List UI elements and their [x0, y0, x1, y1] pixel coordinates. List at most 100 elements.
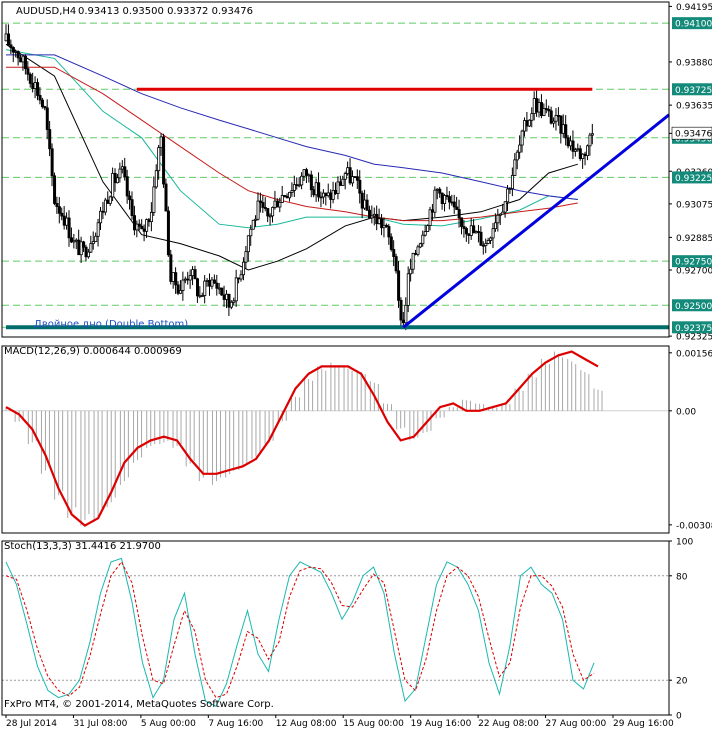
- time-tick-label: 15 Aug 00:00: [343, 719, 404, 729]
- candle-body: [581, 153, 585, 159]
- candle-body: [70, 237, 74, 243]
- candle-body: [152, 186, 156, 213]
- candle: [343, 171, 347, 190]
- candle-body: [84, 246, 88, 258]
- candle: [331, 181, 335, 204]
- candle: [234, 269, 238, 307]
- candle-body: [26, 68, 30, 75]
- panel-frame-0: [1, 1, 670, 338]
- candle-body: [329, 192, 333, 200]
- candle: [370, 205, 374, 224]
- candle: [491, 222, 495, 249]
- candle-body: [176, 284, 180, 294]
- candle: [50, 143, 54, 187]
- candle: [96, 218, 100, 247]
- candle: [28, 72, 32, 88]
- candle: [67, 210, 71, 247]
- candle-body: [142, 228, 146, 232]
- candle: [166, 206, 170, 257]
- candle-body: [590, 133, 594, 136]
- candle: [554, 108, 558, 131]
- candle-body: [532, 98, 536, 114]
- candle: [365, 194, 369, 211]
- candle-body: [55, 203, 59, 208]
- candle-body: [86, 251, 90, 258]
- candle: [164, 178, 168, 212]
- candle-body: [82, 241, 86, 248]
- stoch-tick-label: 100: [676, 538, 693, 548]
- candle: [152, 176, 156, 217]
- candle: [9, 39, 13, 55]
- candle: [149, 202, 153, 232]
- candle-body: [288, 191, 292, 199]
- candle-body: [118, 168, 122, 179]
- candle-body: [428, 209, 432, 226]
- candle-body: [401, 319, 405, 324]
- candle: [462, 220, 466, 238]
- stoch-tick-label: 80: [676, 572, 688, 582]
- candle-body: [392, 249, 396, 257]
- candle-body: [72, 240, 76, 243]
- candle: [140, 219, 144, 230]
- candle: [133, 205, 137, 236]
- current-price-label: 0.93476: [675, 130, 712, 140]
- candle-body: [181, 279, 185, 291]
- candle-body: [154, 170, 158, 188]
- candle-body: [489, 237, 493, 241]
- candle: [181, 271, 185, 301]
- drawn-lines-layer: [6, 87, 670, 330]
- current-price-tag: [671, 126, 712, 140]
- candle: [145, 218, 149, 238]
- candle: [48, 120, 52, 157]
- candle-body: [438, 188, 442, 194]
- candle-body: [108, 196, 112, 204]
- candle-body: [326, 192, 330, 197]
- candle-body: [462, 226, 466, 229]
- candle-body: [53, 175, 57, 204]
- candle: [266, 208, 270, 223]
- candle-body: [9, 44, 13, 48]
- candle: [118, 162, 122, 183]
- candle-body: [266, 208, 270, 217]
- candle: [479, 226, 483, 246]
- candle-body: [147, 219, 151, 223]
- candle: [11, 46, 15, 63]
- candle: [89, 235, 93, 254]
- candle: [244, 245, 248, 269]
- candle-body: [171, 272, 175, 282]
- candle-body: [426, 225, 430, 232]
- candle: [341, 175, 345, 186]
- moving-averages-layer: [5, 43, 578, 271]
- candle-body: [217, 287, 221, 290]
- candle: [70, 227, 74, 244]
- candle-body: [212, 279, 216, 284]
- candle: [193, 265, 197, 280]
- candle: [319, 191, 323, 208]
- candle-body: [377, 218, 381, 225]
- candle-body: [561, 124, 565, 134]
- candle-body: [435, 188, 439, 191]
- candle-body: [382, 224, 386, 229]
- candle: [573, 147, 577, 157]
- candle-body: [464, 228, 468, 235]
- candle-body: [14, 51, 18, 53]
- candle-body: [341, 178, 345, 186]
- candle-body: [343, 173, 347, 180]
- candles-layer: [4, 24, 594, 331]
- candle: [300, 172, 304, 190]
- candle: [472, 219, 476, 234]
- candle-body: [133, 215, 137, 231]
- ohlc-values: 0.93413 0.93500 0.93372 0.93476: [78, 6, 253, 17]
- candle-body: [540, 102, 544, 116]
- candle-body: [358, 179, 362, 194]
- candle-body: [162, 136, 166, 185]
- candle-body: [467, 233, 471, 236]
- stoch-signal-line: [5, 560, 595, 699]
- candle-body: [348, 167, 352, 184]
- candle-body: [297, 184, 301, 187]
- candle-body: [305, 169, 309, 176]
- candle: [212, 274, 216, 284]
- candle-body: [273, 200, 277, 208]
- candle-body: [77, 239, 81, 256]
